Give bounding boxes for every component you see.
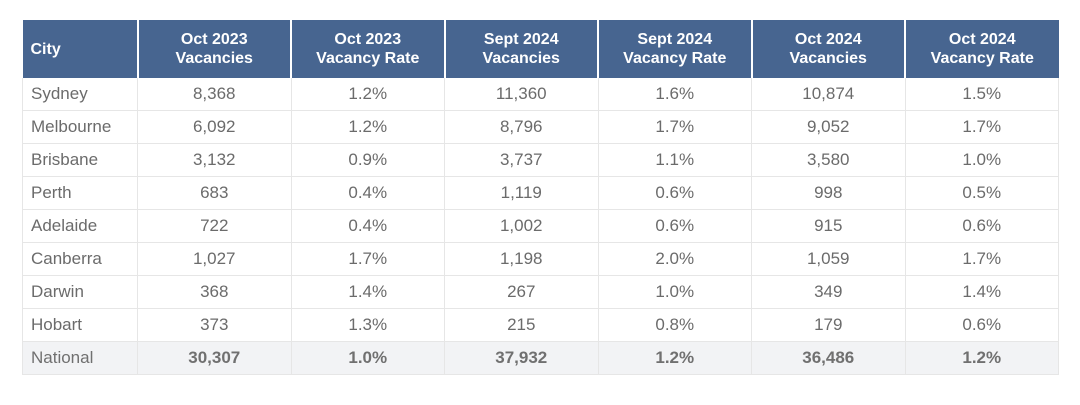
value-cell: 1,119 [444,176,599,210]
table-header: City Oct 2023 Vacancies Oct 2023 Vacancy R… [22,20,1059,78]
value-cell: 1.6% [598,78,752,111]
table-body: Sydney 8,368 1.2% 11,360 1.6% 10,874 1.5% Melbo… [22,78,1059,375]
header-oct-2024-vacancy-rate: Oct 2024 Vacancy Rate [905,20,1059,78]
value-cell: 0.6% [598,176,752,210]
value-cell: 1.2% [905,341,1059,375]
table-row: Adelaide 722 0.4% 1,002 0.6% 915 0.6% [22,209,1059,243]
national-total-row: National 30,307 1.0% 37,932 1.2% 36,486 1.2% [22,341,1059,375]
header-label-line1: Sept 2024 [637,31,713,48]
value-cell: 1.0% [598,275,752,309]
header-label-line1: Sept 2024 [483,31,559,48]
header-oct-2023-vacancies: Oct 2023 Vacancies [137,20,292,78]
city-cell: Sydney [22,78,138,111]
value-cell: 10,874 [751,78,906,111]
value-cell: 998 [751,176,906,210]
city-cell: National [22,341,138,375]
value-cell: 1.2% [291,78,445,111]
value-cell: 9,052 [751,110,906,144]
table-row: Hobart 373 1.3% 215 0.8% 179 0.6% [22,308,1059,342]
value-cell: 0.9% [291,143,445,177]
city-cell: Canberra [22,242,138,276]
city-cell: Darwin [22,275,138,309]
value-cell: 915 [751,209,906,243]
city-cell: Perth [22,176,138,210]
table-row: Canberra 1,027 1.7% 1,198 2.0% 1,059 1.7% [22,242,1059,276]
header-label-line1: Oct 2023 [334,31,402,48]
header-label-line1: Oct 2023 [180,31,248,48]
value-cell: 0.6% [905,209,1059,243]
value-cell: 722 [137,209,292,243]
value-cell: 2.0% [598,242,752,276]
vacancy-table-container: City Oct 2023 Vacancies Oct 2023 Vacancy R… [22,20,1059,375]
header-sept-2024-vacancies: Sept 2024 Vacancies [444,20,599,78]
value-cell: 3,580 [751,143,906,177]
value-cell: 0.6% [905,308,1059,342]
value-cell: 1.7% [905,242,1059,276]
value-cell: 215 [444,308,599,342]
value-cell: 1.5% [905,78,1059,111]
value-cell: 0.5% [905,176,1059,210]
header-label-line2: Vacancy Rate [623,50,727,67]
table-row: Melbourne 6,092 1.2% 8,796 1.7% 9,052 1.7% [22,110,1059,144]
table-row: Brisbane 3,132 0.9% 3,737 1.1% 3,580 1.0% [22,143,1059,177]
value-cell: 1,059 [751,242,906,276]
value-cell: 1.7% [905,110,1059,144]
header-label-line2: Vacancies [482,50,560,67]
value-cell: 683 [137,176,292,210]
header-label-line1: Oct 2024 [794,31,862,48]
header-label-line2: Vacancy Rate [316,50,420,67]
value-cell: 0.8% [598,308,752,342]
city-cell: Melbourne [22,110,138,144]
value-cell: 1,198 [444,242,599,276]
value-cell: 368 [137,275,292,309]
value-cell: 6,092 [137,110,292,144]
value-cell: 37,932 [444,341,599,375]
value-cell: 1.4% [291,275,445,309]
city-cell: Hobart [22,308,138,342]
vacancy-table: City Oct 2023 Vacancies Oct 2023 Vacancy R… [22,20,1059,375]
value-cell: 0.6% [598,209,752,243]
table-row: Darwin 368 1.4% 267 1.0% 349 1.4% [22,275,1059,309]
value-cell: 11,360 [444,78,599,111]
value-cell: 1.7% [291,242,445,276]
value-cell: 3,132 [137,143,292,177]
value-cell: 1.0% [291,341,445,375]
value-cell: 1.2% [291,110,445,144]
value-cell: 373 [137,308,292,342]
header-oct-2024-vacancies: Oct 2024 Vacancies [751,20,906,78]
city-cell: Adelaide [22,209,138,243]
header-label: City [30,40,61,58]
value-cell: 179 [751,308,906,342]
header-sept-2024-vacancy-rate: Sept 2024 Vacancy Rate [598,20,753,78]
value-cell: 1.1% [598,143,752,177]
value-cell: 0.4% [291,209,445,243]
value-cell: 8,368 [137,78,292,111]
value-cell: 1.2% [598,341,752,375]
value-cell: 0.4% [291,176,445,210]
value-cell: 1,027 [137,242,292,276]
table-row: Sydney 8,368 1.2% 11,360 1.6% 10,874 1.5% [22,78,1059,111]
value-cell: 1.7% [598,110,752,144]
value-cell: 267 [444,275,599,309]
header-label-line1: Oct 2024 [948,31,1016,48]
value-cell: 1.0% [905,143,1059,177]
header-label-line2: Vacancies [175,50,253,67]
header-row: City Oct 2023 Vacancies Oct 2023 Vacancy R… [22,20,1059,78]
value-cell: 8,796 [444,110,599,144]
table-row: Perth 683 0.4% 1,119 0.6% 998 0.5% [22,176,1059,210]
header-city: City [22,20,139,78]
value-cell: 3,737 [444,143,599,177]
value-cell: 30,307 [137,341,292,375]
header-label-line2: Vacancies [789,50,867,67]
value-cell: 1.4% [905,275,1059,309]
header-oct-2023-vacancy-rate: Oct 2023 Vacancy Rate [291,20,446,78]
value-cell: 1,002 [444,209,599,243]
value-cell: 349 [751,275,906,309]
header-label-line2: Vacancy Rate [930,50,1034,67]
value-cell: 1.3% [291,308,445,342]
value-cell: 36,486 [751,341,906,375]
city-cell: Brisbane [22,143,138,177]
